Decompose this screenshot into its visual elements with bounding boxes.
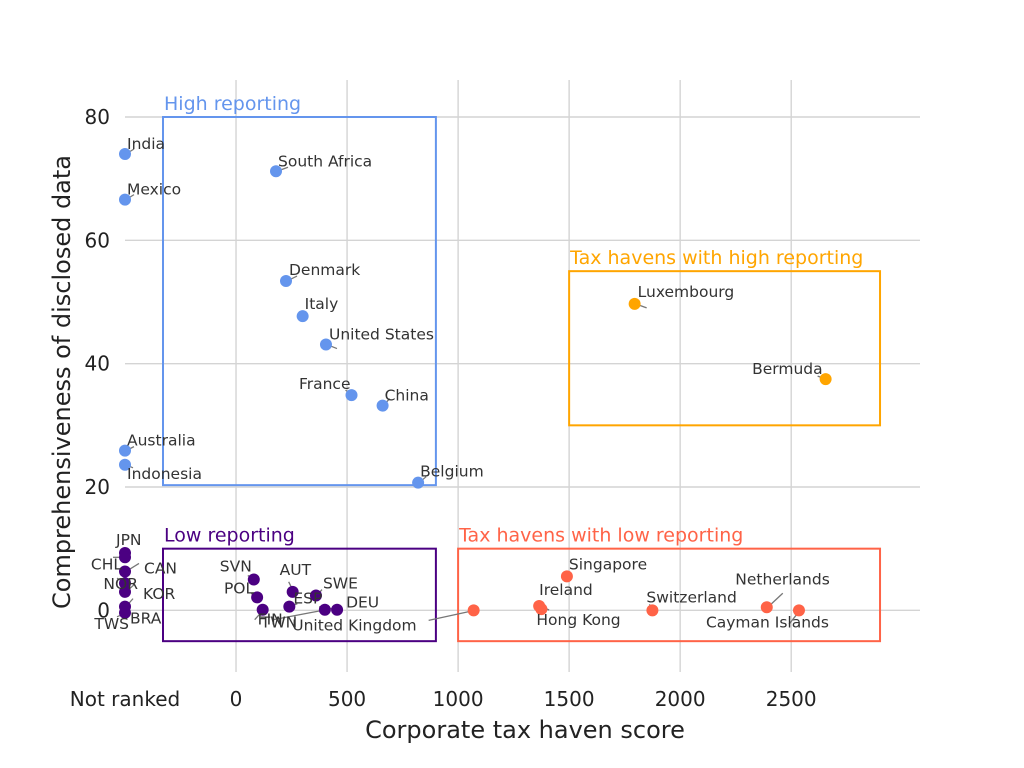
x-tick-label: Not ranked [70, 687, 180, 711]
label-luxembourg: Luxembourg [638, 283, 735, 301]
point-cayman-islands [792, 604, 805, 617]
point-united-kingdom [467, 604, 480, 617]
point-united-states [319, 338, 332, 351]
point-twn [318, 603, 331, 616]
x-tick-label: 2000 [655, 687, 706, 711]
label-australia: Australia [127, 432, 196, 450]
point-aut [286, 585, 299, 598]
group-boxes: High reporting Tax havens with high repor… [162, 93, 882, 643]
point-nor [119, 577, 131, 590]
label-svn: SVN [220, 558, 252, 576]
label-can: CAN [144, 559, 177, 577]
point-hong-kong [535, 603, 548, 616]
x-tick-label: 1000 [433, 687, 484, 711]
label-esp: ESP [293, 590, 322, 608]
label-indonesia: Indonesia [127, 465, 202, 483]
point-india [119, 148, 131, 160]
label-belgium: Belgium [420, 463, 484, 481]
label-united-states: United States [329, 326, 434, 344]
x-tick-label: 1500 [544, 687, 595, 711]
point-pol [251, 591, 264, 604]
label-swe: SWE [323, 575, 358, 593]
label-france: France [299, 375, 351, 393]
label-aut: AUT [280, 561, 312, 579]
y-tick-label: 80 [85, 105, 110, 129]
tax-havens-with-low-reporting-box [457, 547, 882, 643]
point-labels: India Mexico South Africa Denmark Italy Unite… [91, 135, 830, 634]
x-tick-label: 2500 [766, 687, 817, 711]
label-pol: POL [224, 579, 255, 597]
point-fin [256, 603, 269, 616]
point-tws [119, 606, 131, 619]
low-reporting-box [162, 547, 437, 643]
x-tick-label: 500 [328, 687, 366, 711]
x-tick-label: 0 [230, 687, 243, 711]
y-tick-label: 60 [85, 228, 110, 252]
label-denmark: Denmark [289, 261, 360, 279]
point-kor [119, 585, 131, 598]
leader-line-united-kingdom [428, 609, 475, 621]
label-netherlands: Netherlands [735, 570, 829, 588]
point-svn [247, 573, 260, 586]
point-indonesia [119, 458, 131, 471]
label-hong-kong: Hong Kong [536, 611, 620, 629]
label-twn: TWN [260, 614, 297, 632]
point-can [119, 565, 131, 578]
label-italy: Italy [305, 295, 339, 313]
label-fin: FIN [258, 611, 283, 629]
leader-line-twn [272, 609, 326, 621]
low-reporting-title: Low reporting [164, 525, 295, 547]
label-singapore: Singapore [569, 555, 647, 573]
point-italy [296, 310, 309, 323]
y-axis-title: Comprehensiveness of disclosed data [48, 155, 76, 609]
y-tick-label: 20 [85, 475, 110, 499]
axis-ticks: Not ranked 0 500 1000 1500 2000 2500 0 20 40 60 80 [70, 105, 817, 711]
label-deu: DEU [346, 594, 379, 612]
label-united-kingdom: United Kingdom [292, 616, 416, 634]
point-chl [119, 551, 131, 564]
label-kor: KOR [143, 585, 176, 603]
point-belgium [412, 476, 425, 489]
point-swe [309, 589, 322, 602]
point-australia [119, 444, 131, 457]
point-china [376, 399, 389, 412]
label-bra: BRA [130, 610, 162, 628]
label-chl: CHL [91, 555, 122, 573]
y-tick-label: 40 [85, 352, 110, 376]
point-south-africa [270, 165, 283, 178]
label-south-africa: South Africa [278, 152, 372, 170]
point-mexico [119, 193, 131, 206]
label-mexico: Mexico [127, 181, 181, 199]
x-axis-title: Corporate tax haven score [365, 716, 685, 744]
point-luxembourg [628, 297, 641, 310]
tax-havens-with-low-reporting-title: Tax havens with low reporting [458, 525, 743, 547]
point-france [345, 389, 358, 402]
point-bermuda [819, 373, 832, 386]
label-india: India [127, 135, 165, 153]
y-tick-label: 0 [97, 598, 110, 622]
high-reporting-title: High reporting [164, 93, 301, 115]
data-points [119, 148, 832, 619]
point-esp [283, 600, 296, 613]
label-switzerland: Switzerland [646, 588, 736, 606]
tax-havens-with-high-reporting-box [568, 270, 882, 427]
label-nor: NOR [103, 575, 138, 593]
high-reporting-box [162, 116, 437, 487]
point-deu [331, 603, 344, 616]
tax-havens-with-high-reporting-title: Tax havens with high reporting [569, 247, 863, 269]
point-switzerland [646, 604, 659, 617]
leader-lines [113, 148, 827, 625]
label-bermuda: Bermuda [752, 360, 823, 378]
label-jpn: JPN [115, 531, 142, 549]
label-china: China [385, 387, 429, 405]
label-tws: TWS [93, 615, 129, 633]
point-denmark [279, 275, 292, 288]
label-cayman-islands: Cayman Islands [706, 613, 829, 631]
point-netherlands [760, 601, 773, 614]
point-singapore [560, 570, 573, 583]
label-ireland: Ireland [539, 581, 593, 599]
